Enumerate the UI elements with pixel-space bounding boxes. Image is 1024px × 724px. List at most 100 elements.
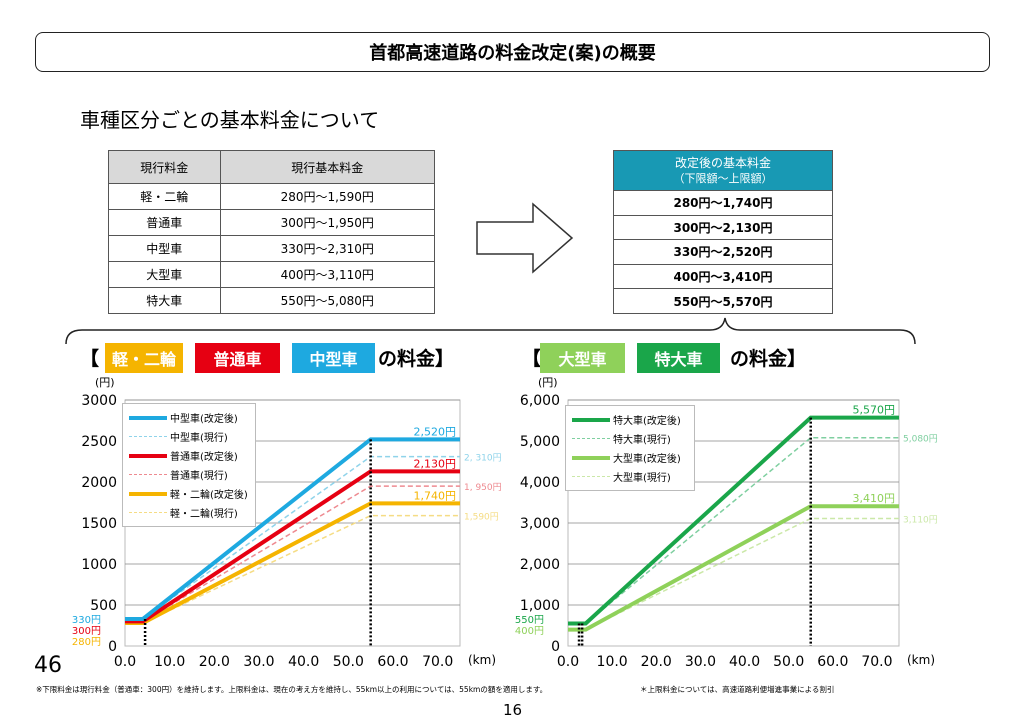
legend-label: 軽・二輪(現行) [170, 509, 238, 520]
end-value-label: 2, 310円 [464, 453, 502, 464]
legend-swatch [129, 474, 167, 475]
legend-label: 普通車(改定後) [170, 452, 238, 463]
legend-item: 特大車(現行) [572, 429, 688, 448]
fare-range: 300円～2,130円 [613, 214, 833, 241]
fare-range: 280円～1,740円 [613, 190, 833, 216]
legend-swatch [129, 415, 167, 420]
y-tick-label: 1500 [81, 516, 117, 532]
legend-item: 中型車(現行) [129, 427, 249, 446]
x-tick-label: 10.0 [154, 654, 185, 670]
fare-chart-large-vehicles: 0 1,000 2,000 3,000 4,000 5,000 6,000 0.0 10.0 20… [515, 376, 938, 670]
legend-label: 中型車(現行) [170, 433, 228, 444]
x-axis-label: (km) [468, 653, 496, 667]
start-value-label: 400円 [515, 626, 544, 637]
heading-bracket: 【 [522, 348, 542, 370]
x-tick-label: 70.0 [861, 654, 892, 670]
y-tick-label: 3000 [81, 393, 117, 409]
end-value-label: 1,740円 [414, 489, 457, 502]
table-row: 普通車 300円～1,950円 [108, 209, 436, 236]
col-header: 現行基本料金 [219, 150, 436, 184]
legend-label: 特大車(改定後) [613, 416, 681, 427]
legend-swatch [129, 436, 167, 437]
end-value-label: 2,520円 [414, 425, 457, 438]
fare-range: 400円～3,110円 [219, 261, 436, 288]
y-tick-label: 2,000 [520, 557, 560, 573]
legend-item: 特大車(改定後) [572, 410, 688, 429]
end-value-label: 5,570円 [853, 404, 896, 417]
series-line [568, 415, 899, 626]
x-tick-label: 10.0 [597, 654, 628, 670]
vehicle-class: 軽・二輪 [108, 183, 221, 210]
table-row: 特大車 550円～5,080円 [108, 287, 436, 314]
legend-swatch [129, 512, 167, 513]
x-tick-label: 60.0 [817, 654, 848, 670]
start-value-label: 550円 [515, 615, 544, 626]
new-table-header: 改定後の基本料金 [674, 155, 771, 170]
x-tick-label: 40.0 [729, 654, 760, 670]
legend-item: 普通車(現行) [129, 465, 249, 484]
chart-legend: 中型車(改定後) 中型車(現行) 普通車(改定後) 普通車(現行) 軽・二輪(改定後) 軽… [122, 403, 256, 527]
section-subtitle: 車種区分ごとの基本料金について [80, 108, 380, 132]
y-tick-label: 3,000 [520, 516, 560, 532]
y-tick-label: 0 [551, 639, 560, 655]
chart-legend: 特大車(改定後) 特大車(現行) 大型車(改定後) 大型車(現行) [565, 405, 695, 491]
x-tick-label: 20.0 [641, 654, 672, 670]
page-number: 16 [503, 701, 523, 719]
table-row: 300円～2,130円 [613, 214, 833, 241]
tag-chugata: 中型車 [292, 343, 375, 373]
y-axis-label: (円) [538, 376, 558, 389]
heading-bracket: 【 [80, 348, 100, 370]
x-tick-label: 30.0 [685, 654, 716, 670]
x-tick-label: 20.0 [199, 654, 230, 670]
legend-swatch [572, 417, 610, 422]
end-value-label: 3,410円 [853, 492, 896, 505]
legend-swatch [572, 438, 610, 439]
vehicle-class: 中型車 [108, 235, 221, 262]
new-table-subheader: （下限額～上限額） [673, 171, 773, 185]
new-fare-table: 改定後の基本料金 （下限額～上限額） 280円～1,740円 300円～2,130… [613, 150, 833, 314]
vehicle-class: 大型車 [108, 261, 221, 288]
legend-item: 大型車(現行) [572, 467, 688, 486]
legend-label: 大型車(現行) [613, 473, 671, 484]
y-tick-label: 4,000 [520, 475, 560, 491]
table-row: 中型車 330円～2,310円 [108, 235, 436, 262]
end-value-label: 2,130円 [414, 457, 457, 470]
legend-swatch [129, 491, 167, 496]
y-tick-label: 2500 [81, 434, 117, 450]
start-value-label: 300円 [72, 626, 101, 637]
x-axis-label: (km) [907, 653, 935, 667]
table-row: 軽・二輪 280円～1,590円 [108, 183, 436, 210]
slide-number: 46 [34, 653, 62, 678]
legend-swatch [572, 476, 610, 477]
series-line [568, 504, 899, 632]
legend-label: 特大車(現行) [613, 435, 671, 446]
x-tick-label: 40.0 [288, 654, 319, 670]
legend-label: 普通車(現行) [170, 471, 228, 482]
legend-item: 軽・二輪(現行) [129, 503, 249, 522]
legend-label: 中型車(改定後) [170, 414, 238, 425]
x-tick-label: 0.0 [114, 654, 136, 670]
fare-range: 300円～1,950円 [219, 209, 436, 236]
tag-tokudai: 特大車 [637, 343, 720, 373]
fare-range: 550円～5,080円 [219, 287, 436, 314]
legend-item: 軽・二輪(改定後) [129, 484, 249, 503]
x-tick-label: 30.0 [243, 654, 274, 670]
legend-item: 大型車(改定後) [572, 448, 688, 467]
tag-kei: 軽・二輪 [105, 343, 183, 373]
table-row: 280円～1,740円 [613, 190, 833, 216]
legend-item: 中型車(改定後) [129, 408, 249, 427]
tag-futsu: 普通車 [195, 343, 280, 373]
end-value-label: 1, 950円 [464, 482, 502, 493]
end-value-label: 5,080円 [903, 434, 938, 445]
vehicle-class: 特大車 [108, 287, 221, 314]
heading-suffix: の料金】 [378, 348, 455, 370]
legend-swatch [572, 455, 610, 460]
y-tick-label: 5,000 [520, 434, 560, 450]
end-value-label: 3,110円 [903, 514, 938, 525]
right-arrow-icon [476, 202, 574, 274]
fare-range: 550円～5,570円 [613, 288, 833, 314]
heading-suffix: の料金】 [730, 348, 807, 370]
end-value-label: 1,590円 [464, 512, 499, 523]
y-tick-label: 500 [90, 598, 117, 614]
x-tick-label: 0.0 [557, 654, 579, 670]
